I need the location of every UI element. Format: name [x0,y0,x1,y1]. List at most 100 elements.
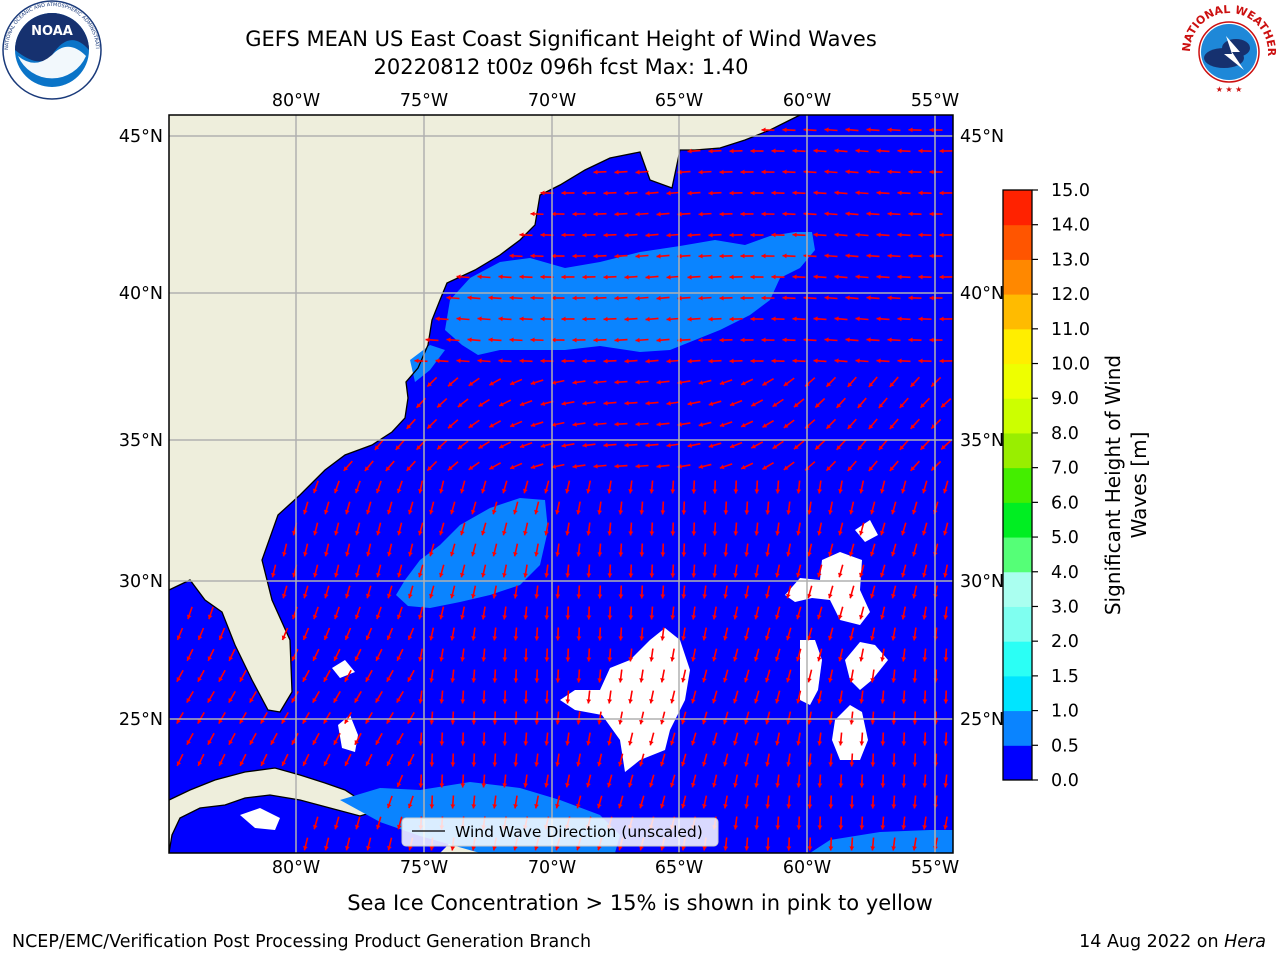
wave-arrowhead [488,337,493,343]
wave-arrowhead [744,635,749,641]
wave-arrowhead [603,232,608,238]
wave-arrowhead [540,401,546,406]
wave-arrowhead [544,699,550,704]
wave-arrowhead [416,445,422,450]
wave-arrowhead [492,509,497,515]
wave-arrowhead [855,274,860,280]
wave-arrowhead [939,316,944,322]
wave-arrowhead [880,572,885,578]
wave-arrowhead [645,232,650,238]
wave-arrowhead [941,402,946,408]
wave-arrowhead [450,551,455,557]
wave-arrowhead [406,424,412,429]
colorbar-segment [1003,537,1032,573]
wave-arrowhead [939,148,944,154]
wave-arrowhead [239,677,244,682]
wave-arrowhead [824,169,829,175]
wave-arrowhead [345,845,350,851]
wave-arrowhead [880,488,885,494]
wave-arrowhead [502,572,507,578]
wave-arrowhead [741,422,746,428]
wave-arrowhead [456,358,461,364]
wave-arrowhead [407,761,413,766]
wave-arrowhead [387,593,392,599]
wave-arrowhead [323,718,328,724]
wave-arrowhead [509,337,514,343]
wave-arrowhead [765,762,770,767]
wave-arrowhead [762,465,768,470]
wave-arrowhead [849,720,855,725]
wave-arrowhead [723,804,728,809]
wave-arrowhead [523,488,528,494]
wave-arrowhead [677,380,682,385]
wave-arrowhead [899,403,905,408]
wave-arrowhead [477,358,482,364]
wave-arrowhead [918,148,923,154]
wave-arrowhead [771,232,776,238]
wave-arrowhead [176,677,181,682]
wave-arrowhead [396,740,401,745]
wave-arrowhead [176,635,182,641]
wave-arrowhead [618,678,624,683]
wave-arrowhead [744,804,750,809]
wave-arrowhead [943,699,949,704]
wave-arrowhead [929,253,934,259]
wave-arrowhead [733,740,738,746]
lon-tick-bottom: 65°W [655,858,703,878]
wave-arrowhead [618,594,624,599]
wave-arrowhead [807,720,812,725]
wave-arrowhead [291,656,297,661]
wave-arrowhead [448,423,453,429]
wave-arrowhead [387,509,392,515]
wave-arrowhead [901,614,906,620]
colorbar-tick-label: 1.0 [1051,702,1079,722]
wave-arrowhead [576,803,581,809]
wave-arrowhead [901,657,907,662]
wave-arrowhead [281,635,287,641]
wave-arrowhead [396,614,402,620]
wave-arrowhead [302,635,308,641]
wave-arrowhead [891,762,897,767]
wave-arrowhead [523,741,529,746]
wave-arrowhead [761,337,766,343]
wave-arrowhead [618,636,624,641]
wave-arrowhead [628,489,634,494]
wave-arrowhead [681,761,686,767]
wave-arrowhead [712,740,717,746]
wave-arrowhead [489,423,494,428]
wave-arrowhead [786,719,791,725]
wave-arrowhead [772,444,778,449]
wave-arrowhead [408,551,413,557]
wave-arrowhead [786,593,791,599]
wave-arrowhead [719,169,724,175]
wave-arrowhead [407,803,413,809]
lat-tick-right: 45°N [960,127,1004,147]
wave-arrowhead [866,211,871,217]
wave-arrowhead [375,656,381,661]
wave-arrowhead [450,678,456,683]
wave-arrowhead [502,699,508,704]
wave-arrowhead [513,636,519,641]
wave-arrowhead [239,718,244,724]
wave-arrowhead [826,382,831,387]
wave-arrowhead [376,530,381,536]
wave-arrowhead [754,614,759,620]
wave-arrowhead [302,718,307,724]
wave-arrowhead [519,316,524,322]
wave-arrowhead [481,741,487,746]
wave-arrowhead [502,530,507,536]
wave-arrowhead [333,656,339,661]
wave-arrowhead [489,465,494,470]
wave-arrowhead [807,510,812,515]
wave-arrowhead [712,656,717,662]
lon-tick-bottom: 60°W [783,858,831,878]
wave-arrowhead [344,635,350,641]
wave-arrowhead [478,402,484,407]
wave-arrowhead [733,489,739,494]
wave-arrowhead [534,720,540,725]
wave-arrowhead [408,845,413,851]
wave-arrowhead [312,488,318,494]
wave-arrowhead [614,211,619,217]
wave-arrowhead [796,614,801,620]
wave-arrowhead [719,422,725,428]
